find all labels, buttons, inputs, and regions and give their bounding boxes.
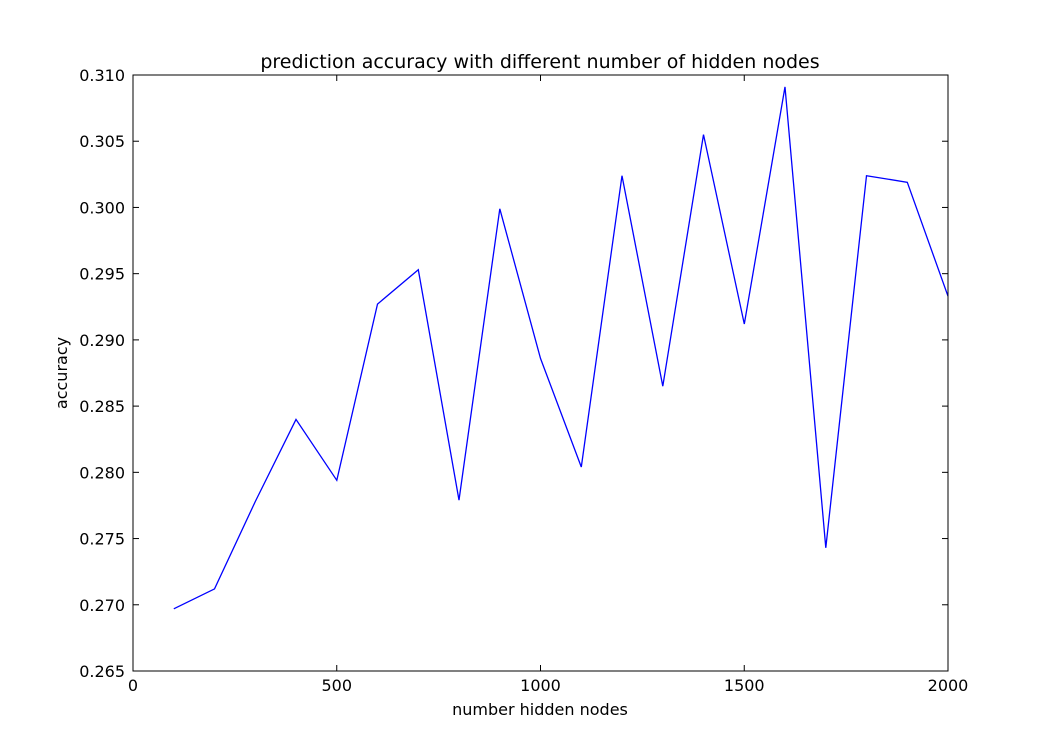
y-tick-label: 0.285: [79, 397, 125, 416]
x-tick-label: 1500: [724, 676, 765, 695]
y-tick-label: 0.280: [79, 463, 125, 482]
x-tick-label: 2000: [928, 676, 969, 695]
y-axis-title: accuracy: [52, 337, 71, 409]
y-tick-label: 0.275: [79, 530, 125, 549]
x-axis-title: number hidden nodes: [452, 700, 628, 719]
chart-title: prediction accuracy with different numbe…: [260, 51, 819, 73]
y-tick-label: 0.270: [79, 596, 125, 615]
y-tick-label: 0.265: [79, 662, 125, 681]
y-tick-label: 0.300: [79, 198, 125, 217]
x-tick-label: 1000: [520, 676, 561, 695]
series-line: [173, 86, 949, 610]
y-tick-label: 0.305: [79, 132, 125, 151]
plot-area: 0 500 1000 1500 2000 0.265 0.270 0.275 0.280 0.28…: [79, 66, 968, 695]
y-tick-label: 0.290: [79, 331, 125, 350]
x-tick-label: 500: [321, 676, 352, 695]
y-tick-label: 0.295: [79, 265, 125, 284]
x-tick-label: 0: [128, 676, 138, 695]
y-tick-label: 0.310: [79, 66, 125, 85]
